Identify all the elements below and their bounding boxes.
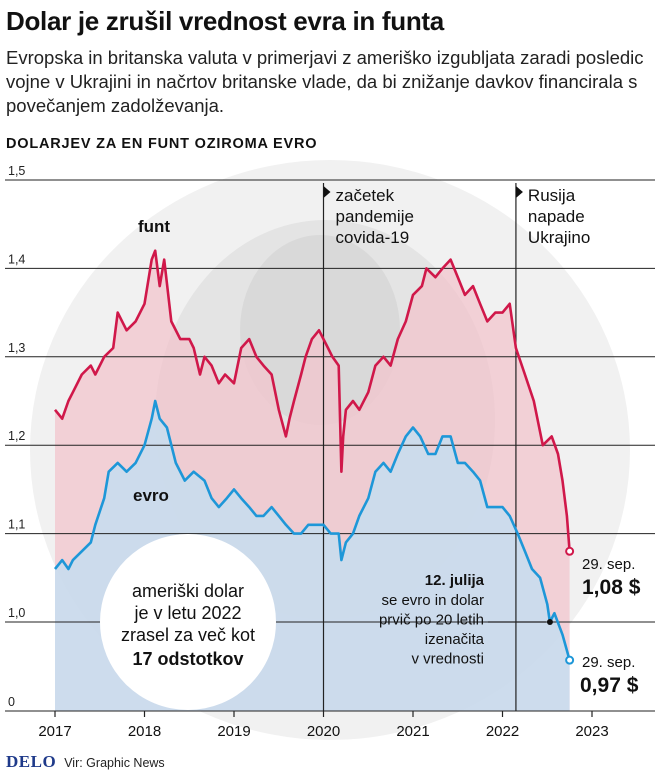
funt-end-point bbox=[565, 546, 575, 556]
end-label-date: 29. sep. bbox=[582, 654, 635, 671]
chart-title: Dolar je zrušil vrednost evra in funta bbox=[6, 6, 444, 36]
event-marker bbox=[323, 186, 331, 198]
x-tick-label: 2021 bbox=[396, 723, 429, 740]
evro-end-point bbox=[565, 655, 575, 665]
parity-note-line: se evro in dolar bbox=[381, 592, 484, 609]
y-tick-label: 1,2 bbox=[8, 429, 25, 443]
chart-subtitle: Evropska in britanska valuta v primerjav… bbox=[6, 47, 644, 116]
publisher-logo: DELO bbox=[6, 752, 57, 771]
x-tick-label: 2017 bbox=[38, 723, 71, 740]
y-tick-label: 1,5 bbox=[8, 164, 25, 178]
end-label-value: 0,97 $ bbox=[580, 674, 639, 697]
end-label-value: 1,08 $ bbox=[582, 576, 641, 599]
y-tick-label: 1,0 bbox=[8, 606, 25, 620]
parity-note-line: v vrednosti bbox=[411, 651, 484, 668]
event-marker bbox=[515, 186, 523, 198]
series-label-evro: evro bbox=[133, 486, 169, 505]
parity-date: 12. julija bbox=[425, 572, 485, 589]
x-tick-label: 2022 bbox=[486, 723, 519, 740]
parity-note-line: prvič po 20 letih bbox=[379, 612, 484, 629]
y-tick-label: 1,3 bbox=[8, 341, 25, 355]
event-label: pandemije bbox=[336, 207, 414, 226]
x-tick-label: 2020 bbox=[307, 723, 340, 740]
event-label: Ukrajino bbox=[528, 228, 590, 247]
x-tick-label: 2018 bbox=[128, 723, 161, 740]
callout-line: ameriški dolar bbox=[132, 581, 244, 601]
footer: DELO Vir: Graphic News bbox=[6, 752, 165, 772]
callout-line: je v letu 2022 bbox=[133, 603, 241, 623]
callout-emphasis: 17 odstotkov bbox=[132, 649, 243, 669]
x-tick-label: 2023 bbox=[575, 723, 608, 740]
callout-line: zrasel za več kot bbox=[121, 625, 255, 645]
event-label: Rusija bbox=[528, 186, 576, 205]
x-tick-label: 2019 bbox=[217, 723, 250, 740]
y-tick-label: 1,1 bbox=[8, 518, 25, 532]
series-label-funt: funt bbox=[138, 217, 170, 236]
event-label: začetek bbox=[336, 186, 395, 205]
y-axis-title: DOLARJEV ZA EN FUNT OZIROMA EVRO bbox=[6, 136, 318, 152]
parity-note-line: izenačita bbox=[425, 631, 485, 648]
end-label-date: 29. sep. bbox=[582, 556, 635, 573]
funt-line bbox=[53, 249, 571, 552]
y-tick-label: 0 bbox=[8, 695, 15, 709]
callout-circle bbox=[100, 534, 276, 710]
evro-line bbox=[53, 399, 571, 661]
parity-point bbox=[546, 619, 553, 625]
y-tick-label: 1,4 bbox=[8, 252, 25, 266]
event-label: napade bbox=[528, 207, 585, 226]
source-note: Vir: Graphic News bbox=[64, 756, 165, 770]
event-label: covida-19 bbox=[336, 228, 410, 247]
